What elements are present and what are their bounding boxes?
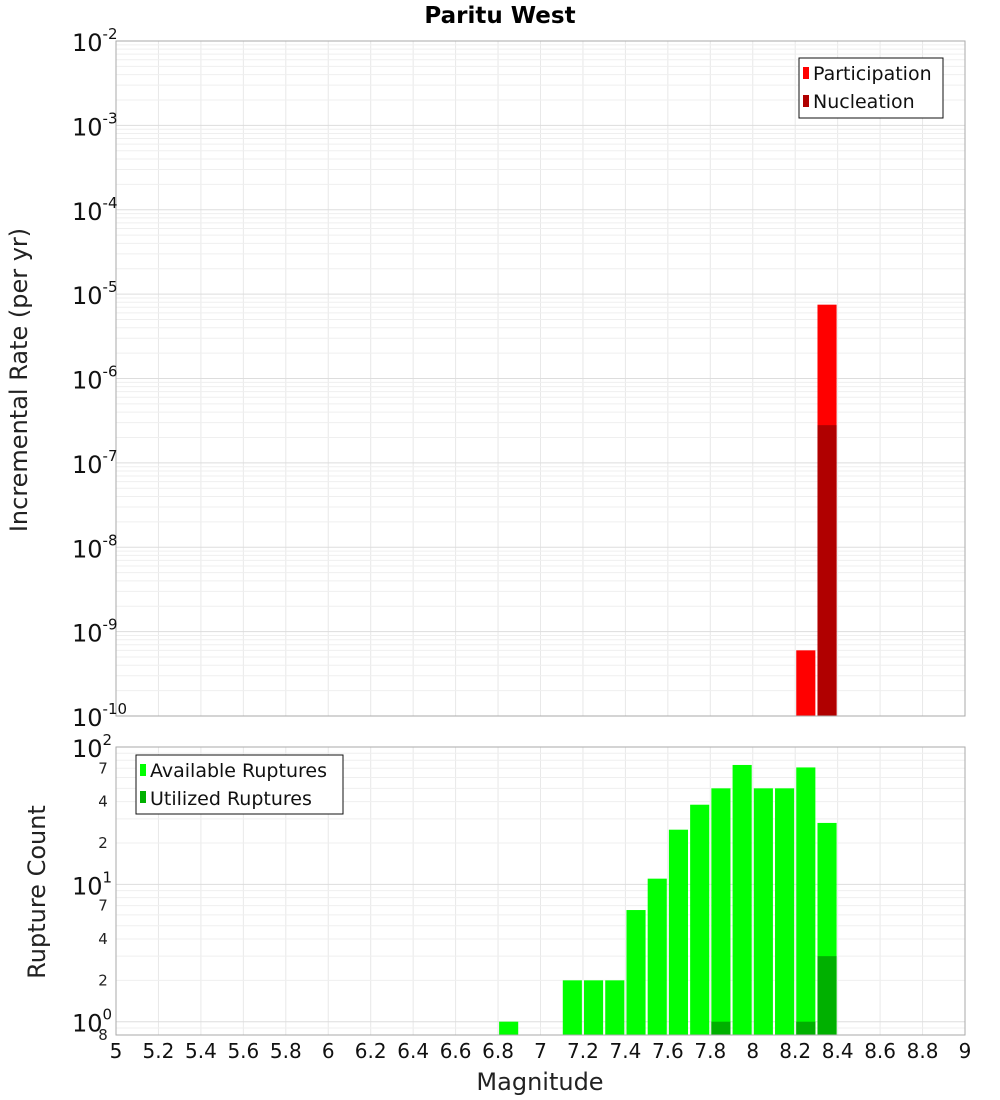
- bottom-bar-available-ruptures-2: [584, 980, 604, 1035]
- x-tick-label: 7.6: [652, 1039, 684, 1063]
- top-legend-box: [798, 57, 944, 119]
- bottom-y-tick-label: 101: [72, 868, 112, 900]
- legend-nucleation: Nucleation: [813, 91, 915, 113]
- top-bars: [796, 304, 837, 716]
- x-tick-label: 5.4: [185, 1039, 217, 1063]
- bottom-bar-available-ruptures-3: [605, 980, 625, 1035]
- bottom-bar-available-ruptures-7: [690, 804, 710, 1035]
- top-y-axis-label: Incremental Rate (per yr): [5, 228, 33, 532]
- x-tick-label: 6.6: [440, 1039, 472, 1063]
- top-y-tick-label: 10-6: [72, 363, 118, 395]
- legend-swatch-participation: [803, 67, 809, 79]
- bottom-y-minor-tick-label: 4: [98, 793, 108, 811]
- legend-utilized-ruptures: Utilized Ruptures: [150, 788, 312, 810]
- legend-swatch-nucleation: [803, 95, 809, 107]
- bottom-y-minor-tick-label: 7: [98, 759, 108, 777]
- x-tick-label: 7: [534, 1039, 547, 1063]
- x-tick-label: 6.2: [355, 1039, 387, 1063]
- x-tick-label: 6.4: [397, 1039, 429, 1063]
- bottom-bar-utilized-ruptures-0: [711, 1021, 731, 1035]
- bottom-bar-available-ruptures-12: [796, 767, 816, 1035]
- top-y-tick-label: 10-3: [72, 109, 118, 141]
- bottom-legend: Available Ruptures Utilized Ruptures: [135, 754, 344, 815]
- bottom-y-minor-tick-label: 2: [98, 971, 108, 989]
- top-bar-participation-0: [796, 650, 816, 716]
- x-tick-label: 8: [746, 1039, 759, 1063]
- bottom-y-axis-label: Rupture Count: [23, 805, 51, 979]
- bottom-bar-available-ruptures-1: [562, 980, 582, 1035]
- legend-available-ruptures: Available Ruptures: [150, 760, 327, 782]
- x-tick-label: 6.8: [482, 1039, 514, 1063]
- x-tick-label: 5.6: [227, 1039, 259, 1063]
- x-tick-label: 5: [110, 1039, 123, 1063]
- x-tick-label: 9: [959, 1039, 972, 1063]
- bottom-y-ticks: 102 101 100 7 4 2 7 4 2 8: [72, 731, 112, 1044]
- top-y-tick-label: 10-7: [72, 447, 118, 479]
- x-tick-label: 8.8: [907, 1039, 939, 1063]
- chart-title: Paritu West: [424, 3, 575, 29]
- bottom-y-tick-label: 102: [72, 731, 112, 763]
- bottom-bar-available-ruptures-6: [668, 829, 689, 1035]
- x-tick-label: 8.4: [822, 1039, 854, 1063]
- bottom-y-minor-tick-label: 7: [98, 897, 108, 915]
- bottom-bar-available-ruptures-11: [775, 788, 795, 1035]
- bottom-y-minor-tick-label: 2: [98, 834, 108, 852]
- bottom-bar-available-ruptures-5: [647, 878, 667, 1035]
- x-tick-label: 8.6: [864, 1039, 896, 1063]
- bottom-bars: [499, 764, 837, 1035]
- bottom-x-ticks: 5 5.2 5.4 5.6 5.8 6 6.2 6.4 6.6 6.8 7 7.2 7.4 7.6 7.8 8…: [110, 1039, 972, 1063]
- bottom-y-minor-tick-label: 4: [98, 930, 108, 948]
- top-bar-nucleation-0: [817, 425, 837, 716]
- top-y-tick-label: 10-8: [72, 531, 118, 563]
- top-y-tick-label: 10-9: [72, 616, 118, 648]
- top-y-tick-label: 10-4: [72, 194, 118, 226]
- bottom-y-minor-tick-label: 8: [98, 1026, 108, 1044]
- legend-swatch-utilized: [140, 791, 146, 803]
- top-plot-frame: [115, 40, 966, 717]
- legend-swatch-available: [140, 764, 146, 776]
- bottom-legend-box: [135, 754, 344, 815]
- top-y-tick-label: 10-2: [72, 25, 118, 57]
- x-tick-label: 7.2: [567, 1039, 599, 1063]
- bottom-bar-available-ruptures-8: [711, 788, 731, 1035]
- bottom-bar-available-ruptures-9: [732, 764, 752, 1035]
- x-tick-label: 5.8: [270, 1039, 302, 1063]
- x-tick-label: 8.2: [779, 1039, 811, 1063]
- bottom-bar-available-ruptures-4: [626, 910, 646, 1035]
- top-y-tick-label: 10-10: [72, 700, 127, 732]
- top-y-ticks: 10-10 10-9 10-8 10-7 10-6 10-5 10-4 10-3 10-2: [72, 25, 127, 732]
- legend-participation: Participation: [813, 63, 932, 85]
- x-tick-label: 6: [322, 1039, 335, 1063]
- bottom-bar-available-ruptures-10: [753, 788, 773, 1035]
- top-y-tick-label: 10-5: [72, 278, 118, 310]
- bottom-bar-available-ruptures-0: [499, 1021, 519, 1035]
- bottom-bar-utilized-ruptures-2: [817, 956, 837, 1035]
- bottom-y-tick-label: 100: [72, 1006, 112, 1038]
- x-tick-label: 5.2: [143, 1039, 175, 1063]
- x-tick-label: 7.4: [609, 1039, 641, 1063]
- x-axis-label: Magnitude: [476, 1068, 603, 1096]
- bottom-bar-utilized-ruptures-1: [796, 1021, 816, 1035]
- top-legend: Participation Nucleation: [798, 57, 944, 119]
- top-grid: [115, 41, 966, 717]
- bottom-plot-frame: [115, 746, 966, 1036]
- x-tick-label: 7.8: [694, 1039, 726, 1063]
